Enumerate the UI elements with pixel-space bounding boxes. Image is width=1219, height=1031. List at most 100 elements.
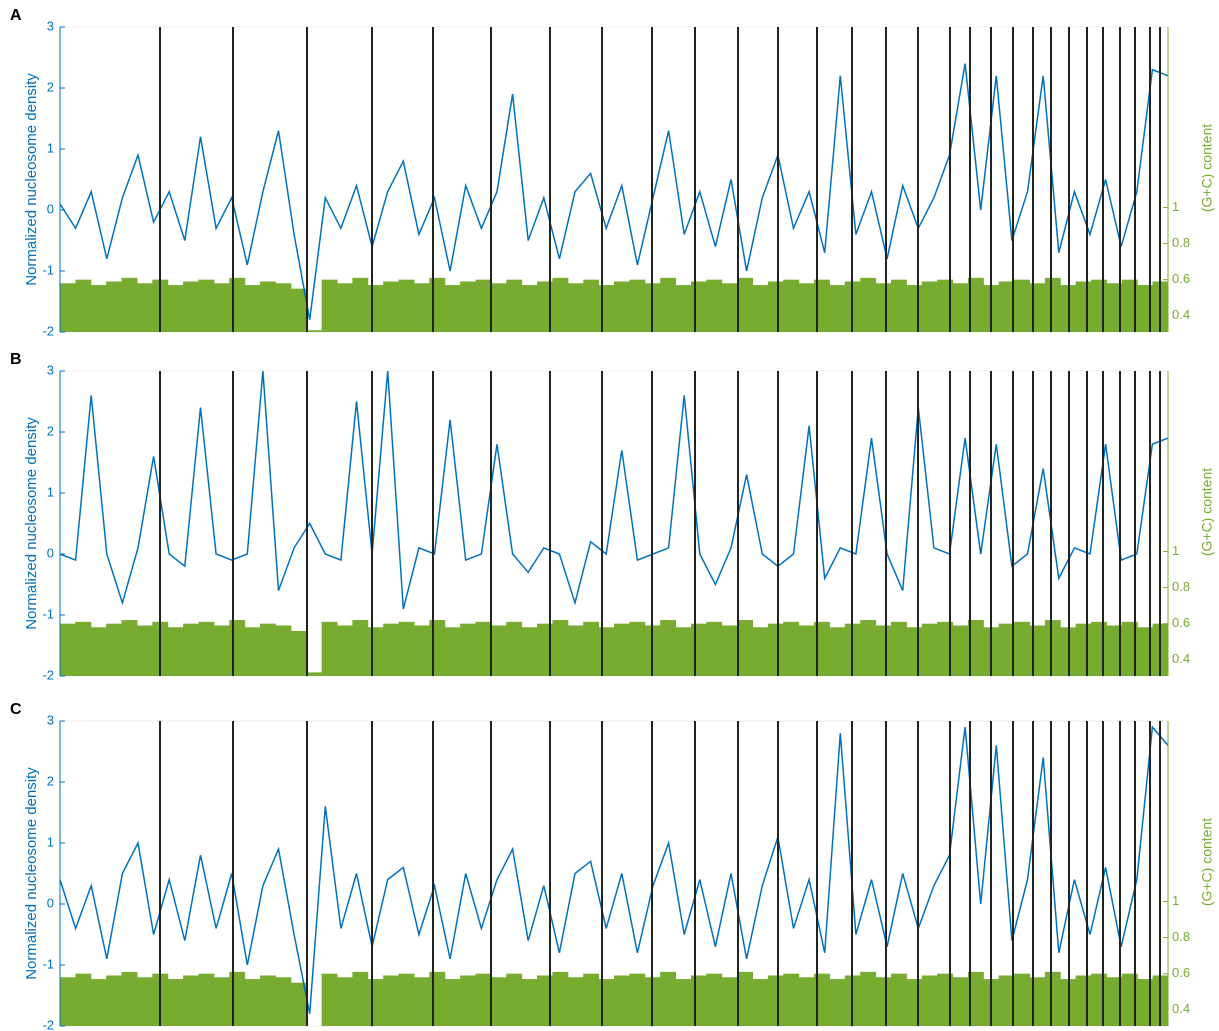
y2-axis-title: (G+C) content bbox=[1199, 124, 1215, 212]
y-tick-label: 3 bbox=[47, 18, 54, 33]
gc-bar bbox=[706, 973, 723, 1026]
gc-bar bbox=[583, 279, 600, 332]
gc-bar bbox=[121, 620, 138, 676]
gc-bar bbox=[198, 973, 215, 1026]
gc-bar bbox=[521, 285, 538, 332]
gc-bar bbox=[952, 977, 969, 1026]
gc-bar bbox=[213, 977, 230, 1026]
gc-bar bbox=[614, 281, 630, 332]
y2-tick-label: 0.6 bbox=[1172, 615, 1190, 630]
gc-bar bbox=[675, 627, 692, 676]
gc-bar bbox=[906, 979, 923, 1026]
gc-bar bbox=[998, 623, 1015, 676]
panel-letter: A bbox=[10, 7, 22, 24]
gc-bar bbox=[921, 975, 938, 1026]
y2-tick-label: 1 bbox=[1172, 543, 1179, 558]
gc-bar bbox=[721, 283, 738, 332]
gc-bar bbox=[444, 627, 461, 676]
gc-bar bbox=[921, 623, 938, 676]
gc-bar bbox=[1014, 973, 1030, 1026]
gc-bar bbox=[706, 621, 723, 676]
gc-bar bbox=[798, 625, 815, 676]
gc-bar bbox=[891, 973, 907, 1026]
gc-bar bbox=[1029, 625, 1046, 676]
gc-bar bbox=[244, 627, 261, 676]
gc-bar bbox=[75, 973, 92, 1026]
gc-bar bbox=[598, 979, 615, 1026]
gc-bar bbox=[167, 285, 184, 332]
gc-bar bbox=[213, 283, 230, 332]
gc-bar bbox=[183, 623, 199, 676]
y-tick-label: 3 bbox=[47, 362, 54, 377]
gc-bar bbox=[567, 625, 584, 676]
gc-bar bbox=[290, 982, 307, 1026]
gc-bar bbox=[337, 977, 353, 1026]
gc-bar bbox=[429, 971, 446, 1026]
y2-axis-title: (G+C) content bbox=[1199, 468, 1215, 556]
y-tick-label: -2 bbox=[42, 667, 54, 682]
gc-bar bbox=[244, 979, 261, 1026]
gc-bar bbox=[1091, 279, 1107, 332]
y2-tick-label: 0.4 bbox=[1172, 1001, 1190, 1016]
gc-bar bbox=[337, 625, 353, 676]
y2-axis-title: (G+C) content bbox=[1199, 818, 1215, 906]
gc-bar bbox=[752, 627, 769, 676]
gc-bar bbox=[121, 277, 138, 332]
gc-bar bbox=[506, 279, 523, 332]
gc-bar bbox=[875, 977, 892, 1026]
gc-bar bbox=[460, 623, 476, 676]
gc-bar bbox=[352, 620, 369, 676]
y2-tick-label: 0.8 bbox=[1172, 235, 1190, 250]
gc-bar bbox=[260, 281, 276, 332]
gc-bar bbox=[321, 621, 338, 676]
gc-bar bbox=[1014, 279, 1030, 332]
gc-bar bbox=[1106, 283, 1123, 332]
gc-bar bbox=[614, 623, 630, 676]
gc-bar bbox=[306, 330, 323, 332]
gc-bar bbox=[660, 620, 677, 676]
gc-bar bbox=[598, 627, 615, 676]
gc-bar bbox=[814, 621, 830, 676]
gc-bar bbox=[106, 281, 123, 332]
gc-bar bbox=[1121, 621, 1138, 676]
gc-bar bbox=[198, 279, 215, 332]
gc-bar bbox=[352, 971, 369, 1026]
gc-bar bbox=[352, 277, 369, 332]
gc-bar bbox=[444, 285, 461, 332]
gc-bar bbox=[60, 283, 76, 332]
gc-bar bbox=[167, 627, 184, 676]
gc-bar bbox=[1121, 973, 1138, 1026]
gc-bar bbox=[398, 973, 415, 1026]
y-tick-label: 1 bbox=[47, 834, 54, 849]
gc-bar bbox=[814, 279, 830, 332]
gc-bar bbox=[583, 973, 600, 1026]
gc-bar bbox=[260, 623, 276, 676]
gc-bar bbox=[275, 283, 292, 332]
gc-bar bbox=[921, 281, 938, 332]
gc-bar bbox=[798, 283, 815, 332]
gc-bar bbox=[506, 621, 523, 676]
gc-bar bbox=[1029, 283, 1046, 332]
gc-bar bbox=[629, 621, 646, 676]
gc-bar bbox=[629, 279, 646, 332]
y-tick-label: -1 bbox=[42, 956, 54, 971]
gc-bar bbox=[1044, 277, 1061, 332]
gc-bar bbox=[90, 285, 107, 332]
gc-bar bbox=[136, 977, 153, 1026]
y-tick-label: 1 bbox=[47, 484, 54, 499]
gc-bar bbox=[690, 281, 707, 332]
gc-bar bbox=[967, 620, 984, 676]
gc-bar bbox=[567, 283, 584, 332]
gc-bar bbox=[198, 621, 215, 676]
gc-bar bbox=[767, 281, 784, 332]
gc-bar bbox=[860, 971, 877, 1026]
panel-letter: C bbox=[10, 701, 22, 718]
y2-tick-label: 0.6 bbox=[1172, 271, 1190, 286]
gc-bar bbox=[260, 975, 276, 1026]
y-tick-label: -2 bbox=[42, 323, 54, 338]
y2-tick-label: 0.8 bbox=[1172, 929, 1190, 944]
panel-letter: B bbox=[10, 351, 22, 368]
gc-bar bbox=[475, 973, 492, 1026]
gc-bar bbox=[783, 973, 800, 1026]
